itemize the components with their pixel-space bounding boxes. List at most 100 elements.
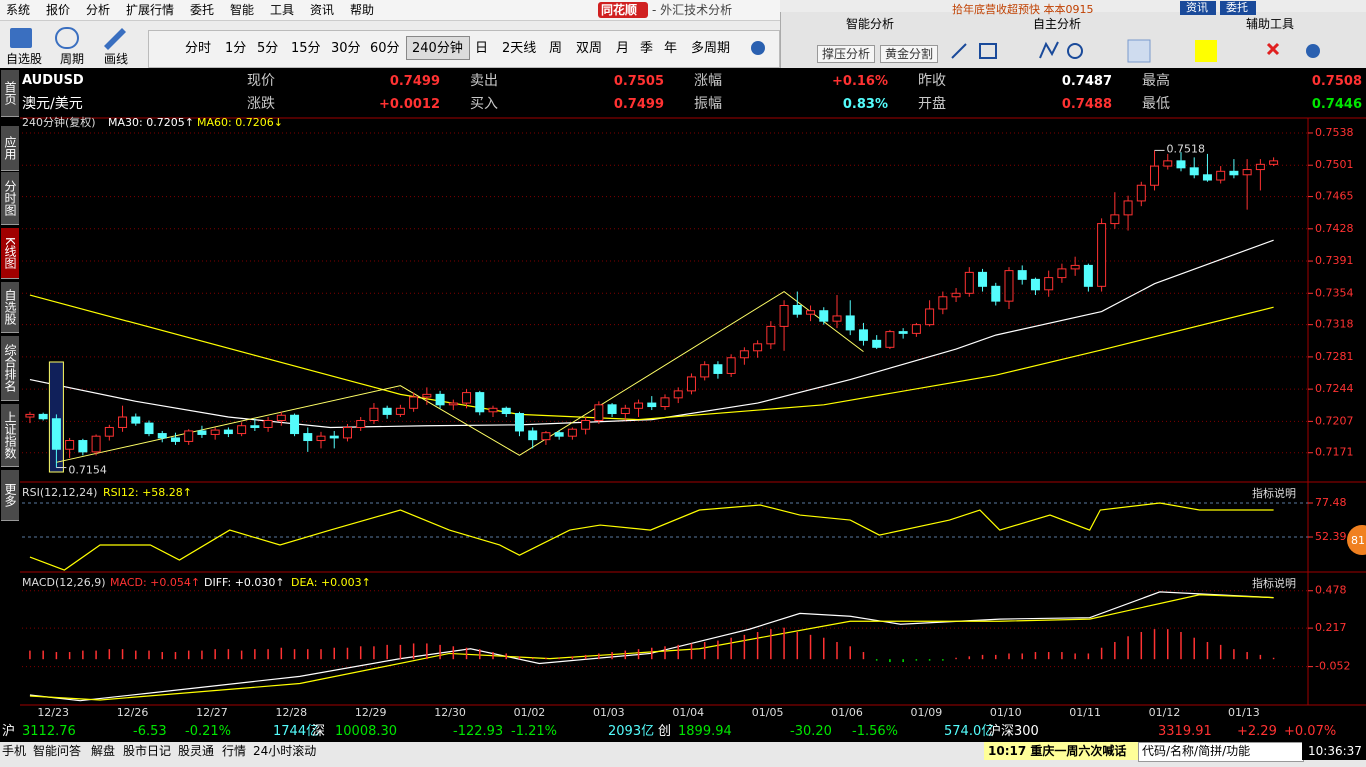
y-tick-label: 0.7538: [1315, 126, 1354, 139]
status-link[interactable]: 手机: [2, 744, 27, 758]
delete-tool[interactable]: [1266, 42, 1280, 56]
top-button[interactable]: 委托: [1226, 1, 1248, 14]
menu-item[interactable]: 智能: [230, 3, 255, 17]
indicator-line: [29, 594, 1274, 701]
period-button[interactable]: 30分: [331, 41, 361, 56]
color-swatch[interactable]: [1195, 40, 1217, 62]
side-tab[interactable]: 分时图: [1, 172, 19, 225]
panel-tab[interactable]: 辅助工具: [1246, 17, 1295, 31]
menu-item[interactable]: 系统: [6, 3, 31, 17]
candle-body: [872, 339, 882, 348]
period-button[interactable]: 1分: [225, 41, 247, 56]
candle-body: [1176, 160, 1186, 169]
y-tick-label: 0.217: [1315, 621, 1347, 634]
x-tick-label: 01/13: [1228, 706, 1260, 719]
side-tab-active[interactable]: K线图: [1, 228, 19, 279]
active-period[interactable]: [406, 36, 470, 60]
candle-body: [1202, 174, 1212, 181]
menu-item[interactable]: 分析: [86, 3, 111, 17]
icon-draw[interactable]: [104, 28, 126, 50]
news-ticker: 拾年底营收超预快 本本0915: [952, 3, 1094, 16]
status-link[interactable]: 24小时滚动: [253, 744, 317, 758]
panel-button[interactable]: 撑压分析: [817, 45, 876, 63]
toolbar-label[interactable]: 自选股: [6, 52, 43, 66]
quote-label: 买入: [470, 96, 498, 112]
panel-tab[interactable]: 自主分析: [1033, 17, 1082, 31]
icon-watchlist[interactable]: [10, 28, 32, 48]
quote-value: 0.7499: [389, 74, 440, 89]
period-button[interactable]: 年: [664, 41, 678, 56]
candle-body: [660, 397, 670, 408]
ticker-item: +0.07%: [1284, 724, 1337, 739]
panel-tab[interactable]: 智能分析: [846, 17, 895, 31]
menu-item[interactable]: 工具: [270, 3, 295, 17]
period-button[interactable]: 双周: [576, 41, 603, 56]
toolbar-label[interactable]: 画线: [104, 52, 129, 66]
menu-item[interactable]: 报价: [46, 3, 71, 17]
candle-body: [753, 343, 763, 352]
quote-label: 现价: [247, 73, 275, 89]
candle-body: [938, 296, 948, 310]
candle-body: [250, 425, 260, 428]
period-button[interactable]: 2天线: [502, 41, 537, 56]
side-tab[interactable]: 应用: [1, 126, 19, 171]
candle-body: [1189, 167, 1199, 176]
status-news[interactable]: 10:17 重庆一周六次喊话: [988, 744, 1127, 758]
x-tick-label: 12/26: [117, 706, 149, 719]
icon-period[interactable]: [55, 27, 79, 49]
candle-body: [1030, 278, 1040, 291]
period-button[interactable]: 15分: [291, 41, 321, 56]
side-tab[interactable]: 更多: [1, 470, 19, 521]
status-link[interactable]: 智能问答: [33, 744, 82, 758]
legend-entry: RSI12: +58.28↑: [103, 486, 192, 499]
side-tab[interactable]: 自选股: [1, 282, 19, 333]
x-tick-label: 01/11: [1069, 706, 1101, 719]
settings-tool[interactable]: [1306, 44, 1320, 58]
period-button[interactable]: 240分钟: [412, 41, 463, 56]
x-tick-label: 01/09: [911, 706, 943, 719]
period-button[interactable]: 日: [475, 41, 489, 56]
period-button[interactable]: 60分: [370, 41, 400, 56]
menu-item[interactable]: 扩展行情: [126, 3, 175, 17]
period-button[interactable]: 多周期: [691, 41, 731, 56]
side-tab[interactable]: 综合排名: [1, 336, 19, 401]
candle-body: [766, 325, 776, 345]
period-button[interactable]: 季: [640, 41, 654, 56]
period-button[interactable]: 分时: [185, 41, 212, 56]
menu-item[interactable]: 帮助: [350, 3, 375, 17]
ticker-item: -0.21%: [185, 724, 231, 739]
side-tab[interactable]: 上证指数: [1, 404, 19, 467]
candle-body: [1004, 270, 1014, 302]
pointer-tool[interactable]: [1127, 39, 1151, 63]
y-tick-label: 0.7501: [1315, 158, 1354, 171]
panel-button[interactable]: 黄金分割: [880, 45, 939, 63]
status-link[interactable]: 股灵通: [178, 744, 215, 758]
menu-item[interactable]: 资讯: [310, 3, 335, 17]
search-hint[interactable]: 代码/名称/简拼/功能: [1142, 744, 1251, 758]
candle-body: [342, 426, 352, 439]
side-tab[interactable]: 首页: [1, 70, 19, 117]
draw-tools[interactable]: [951, 41, 1059, 59]
status-link[interactable]: 解盘: [91, 744, 116, 758]
top-button[interactable]: 资讯: [1186, 1, 1208, 14]
app-title: - 外汇技术分析: [652, 3, 733, 17]
status-link[interactable]: 行情: [222, 744, 247, 758]
candle-body: [118, 416, 128, 428]
candle-body: [1083, 264, 1093, 287]
candle-body: [885, 331, 895, 348]
period-button[interactable]: 月: [616, 41, 630, 56]
draw-circle[interactable]: [1067, 43, 1083, 59]
candle-body: [144, 422, 154, 435]
icon-settings[interactable]: [751, 41, 765, 55]
status-link[interactable]: 股市日记: [123, 744, 172, 758]
toolbar-label[interactable]: 周期: [60, 52, 85, 66]
candle-body: [1269, 160, 1279, 165]
period-button[interactable]: 周: [549, 41, 563, 56]
y-tick-label: 0.7465: [1315, 190, 1354, 203]
news-box: [984, 742, 1138, 760]
candle-body: [951, 292, 961, 298]
ticker-item: 574.0亿: [944, 724, 995, 739]
menu-item[interactable]: 委托: [190, 3, 215, 17]
period-button[interactable]: 5分: [257, 41, 279, 56]
x-tick-label: 01/12: [1149, 706, 1181, 719]
